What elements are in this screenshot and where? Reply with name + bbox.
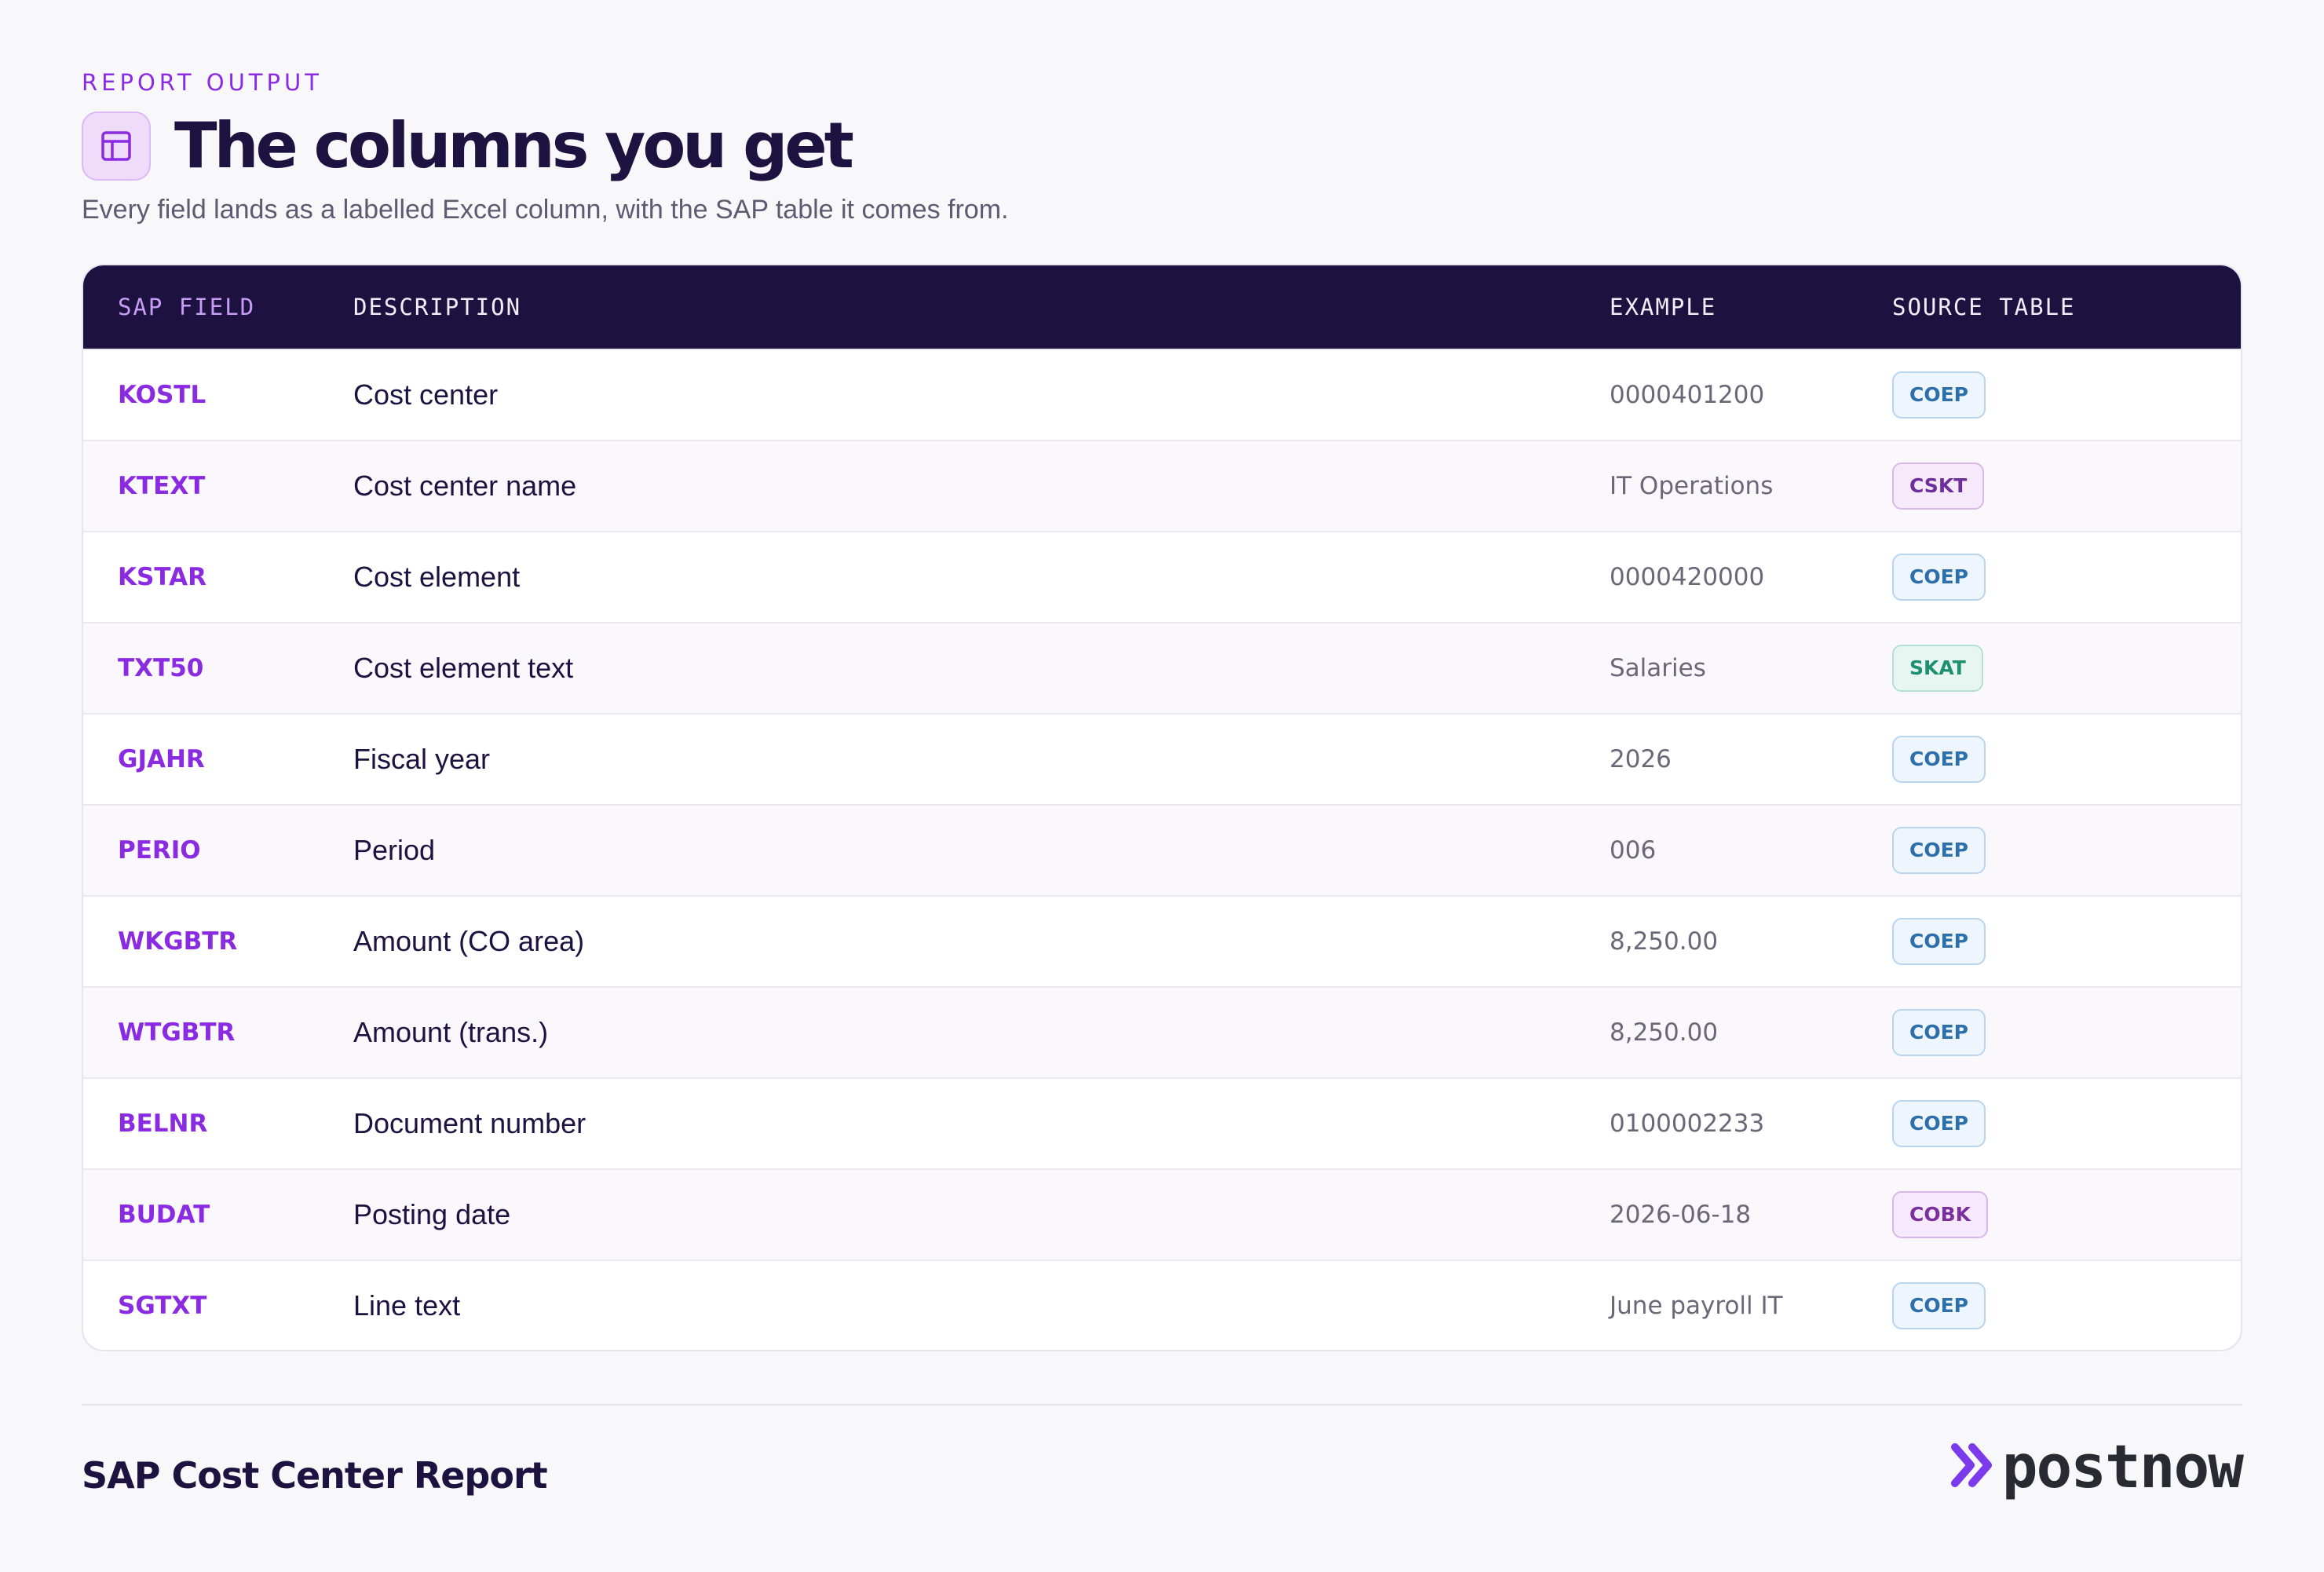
cell-description: Fiscal year — [353, 743, 491, 775]
source-table-badge: COBK — [1892, 1191, 1989, 1238]
cell-description: Cost center — [353, 378, 499, 411]
cell-example: 2026-06-18 — [1610, 1201, 1752, 1229]
columns-table: SAP FIELD DESCRIPTION EXAMPLE SOURCE TAB… — [82, 264, 2242, 1351]
cell-sap-field: TXT50 — [118, 654, 204, 682]
brand-name: postnow — [2001, 1431, 2244, 1501]
table-row: KTEXT Cost center name IT Operations CSKT — [83, 440, 2241, 531]
cell-source-table: SKAT — [1892, 645, 1983, 692]
cell-example: 2026 — [1610, 745, 1672, 773]
table-row: KOSTL Cost center 0000401200 COEP — [83, 349, 2241, 440]
cell-sap-field: GJAHR — [118, 745, 205, 773]
footer-title: SAP Cost Center Report — [82, 1454, 548, 1497]
cell-sap-field: WTGBTR — [118, 1018, 236, 1047]
table-row: BUDAT Posting date 2026-06-18 COBK — [83, 1168, 2241, 1259]
table-row: TXT50 Cost element text Salaries SKAT — [83, 622, 2241, 713]
cell-source-table: COEP — [1892, 554, 1986, 601]
cell-description: Posting date — [353, 1198, 511, 1230]
cell-example: IT Operations — [1610, 472, 1774, 500]
cell-description: Cost element — [353, 561, 521, 593]
table-row: BELNR Document number 0100002233 COEP — [83, 1077, 2241, 1168]
source-table-badge: COEP — [1892, 1100, 1986, 1147]
header-example: EXAMPLE — [1610, 294, 1717, 320]
header-description: DESCRIPTION — [353, 294, 522, 320]
table-row: WKGBTR Amount (CO area) 8,250.00 COEP — [83, 895, 2241, 986]
cell-description: Document number — [353, 1107, 586, 1139]
cell-example: 0000401200 — [1610, 381, 1765, 409]
cell-source-table: COEP — [1892, 736, 1986, 783]
cell-description: Period — [353, 834, 436, 866]
cell-example: 8,250.00 — [1610, 927, 1719, 956]
cell-sap-field: BUDAT — [118, 1201, 210, 1229]
cell-example: Salaries — [1610, 654, 1706, 682]
source-table-badge: COEP — [1892, 736, 1986, 783]
source-table-badge: COEP — [1892, 1282, 1986, 1329]
table-row: KSTAR Cost element 0000420000 COEP — [83, 531, 2241, 622]
cell-description: Line text — [353, 1289, 461, 1322]
page-title: The columns you get — [174, 109, 854, 182]
cell-description: Amount (CO area) — [353, 925, 585, 957]
double-chevron-right-icon — [1950, 1441, 1996, 1493]
cell-example: 0000420000 — [1610, 563, 1765, 591]
cell-source-table: COEP — [1892, 1282, 1986, 1329]
cell-source-table: COEP — [1892, 827, 1986, 874]
source-table-badge: COEP — [1892, 1009, 1986, 1056]
source-table-badge: COEP — [1892, 918, 1986, 965]
cell-description: Amount (trans.) — [353, 1016, 549, 1048]
cell-sap-field: WKGBTR — [118, 927, 238, 956]
header-source-table: SOURCE TABLE — [1892, 294, 2076, 320]
cell-source-table: COEP — [1892, 1009, 1986, 1056]
cell-sap-field: BELNR — [118, 1110, 208, 1138]
cell-sap-field: SGTXT — [118, 1292, 207, 1320]
cell-source-table: COEP — [1892, 1100, 1986, 1147]
cell-source-table: COEP — [1892, 371, 1986, 419]
table-row: GJAHR Fiscal year 2026 COEP — [83, 713, 2241, 804]
source-table-badge: COEP — [1892, 827, 1986, 874]
table-body: KOSTL Cost center 0000401200 COEP KTEXT Cost … — [83, 349, 2241, 1350]
eyebrow-label: REPORT OUTPUT — [82, 69, 323, 96]
source-table-badge: CSKT — [1892, 462, 1985, 510]
source-table-badge: COEP — [1892, 554, 1986, 601]
source-table-badge: SKAT — [1892, 645, 1983, 692]
cell-description: Cost element text — [353, 652, 574, 684]
header-sap-field: SAP FIELD — [118, 294, 256, 320]
cell-description: Cost center name — [353, 470, 577, 502]
table-row: SGTXT Line text June payroll IT COEP — [83, 1259, 2241, 1350]
cell-source-table: CSKT — [1892, 462, 1985, 510]
footer-divider — [82, 1404, 2242, 1406]
cell-sap-field: KSTAR — [118, 563, 206, 591]
table-row: WTGBTR Amount (trans.) 8,250.00 COEP — [83, 986, 2241, 1077]
cell-source-table: COBK — [1892, 1191, 1989, 1238]
page-subtitle: Every field lands as a labelled Excel co… — [82, 195, 1009, 225]
cell-source-table: COEP — [1892, 918, 1986, 965]
cell-example: 8,250.00 — [1610, 1018, 1719, 1047]
table-icon — [82, 112, 151, 181]
source-table-badge: COEP — [1892, 371, 1986, 419]
title-row: The columns you get — [82, 109, 854, 182]
cell-sap-field: PERIO — [118, 836, 201, 865]
cell-example: 0100002233 — [1610, 1110, 1765, 1138]
cell-example: 006 — [1610, 836, 1657, 865]
table-header: SAP FIELD DESCRIPTION EXAMPLE SOURCE TAB… — [83, 265, 2241, 349]
cell-sap-field: KOSTL — [118, 381, 206, 409]
cell-example: June payroll IT — [1610, 1292, 1783, 1320]
brand-logo: postnow — [1950, 1431, 2244, 1501]
cell-sap-field: KTEXT — [118, 472, 206, 500]
table-row: PERIO Period 006 COEP — [83, 804, 2241, 895]
